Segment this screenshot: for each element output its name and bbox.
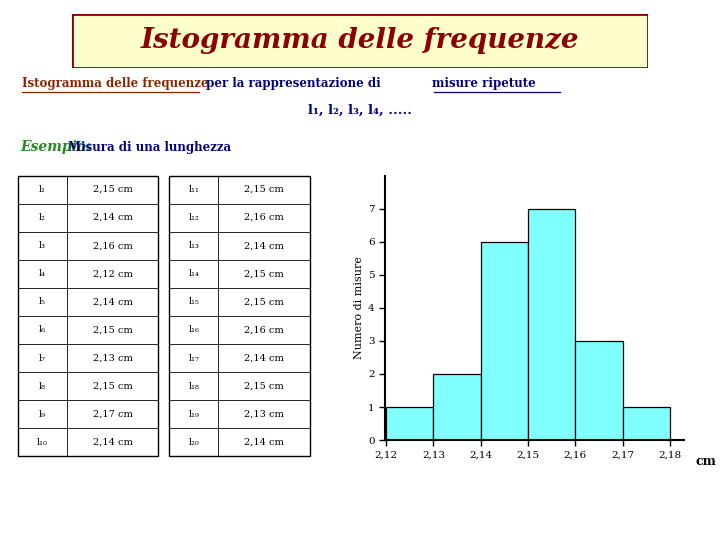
Text: 2,15 cm: 2,15 cm <box>244 185 284 194</box>
Text: l₉: l₉ <box>39 410 46 418</box>
Text: 2,13 cm: 2,13 cm <box>244 410 284 418</box>
Text: 2,14 cm: 2,14 cm <box>244 354 284 362</box>
Text: 2,16 cm: 2,16 cm <box>244 213 284 222</box>
Text: misure ripetute: misure ripetute <box>432 77 536 90</box>
Text: 2,15 cm: 2,15 cm <box>93 185 132 194</box>
Text: 2,14 cm: 2,14 cm <box>244 241 284 250</box>
Text: l₅: l₅ <box>39 298 46 306</box>
Text: 2,14 cm: 2,14 cm <box>93 438 132 447</box>
Text: l₁, l₂, l₃, l₄, .....: l₁, l₂, l₃, l₄, ..... <box>308 104 412 117</box>
Text: 2,12 cm: 2,12 cm <box>93 269 132 278</box>
Text: Misura di una lunghezza: Misura di una lunghezza <box>68 140 231 154</box>
Text: l₆: l₆ <box>39 326 46 334</box>
Text: Istogramma delle frequenze: Istogramma delle frequenze <box>22 77 209 90</box>
Text: 2,15 cm: 2,15 cm <box>244 382 284 390</box>
Bar <box>623 407 670 440</box>
Bar <box>386 407 433 440</box>
Text: 2,15 cm: 2,15 cm <box>93 326 132 334</box>
Text: 2,14 cm: 2,14 cm <box>93 298 132 306</box>
Bar <box>528 208 575 440</box>
Text: 2,13 cm: 2,13 cm <box>93 354 132 362</box>
Text: 2,16 cm: 2,16 cm <box>244 326 284 334</box>
Y-axis label: Numero di misure: Numero di misure <box>354 256 364 359</box>
Text: Esempio:: Esempio: <box>20 140 96 154</box>
Text: cm: cm <box>695 455 716 468</box>
Text: l₄: l₄ <box>39 269 46 278</box>
Text: 2,15 cm: 2,15 cm <box>244 269 284 278</box>
Text: l₁₃: l₁₃ <box>189 241 199 250</box>
Text: 2,16 cm: 2,16 cm <box>93 241 132 250</box>
Text: per la rappresentazione di: per la rappresentazione di <box>202 77 384 90</box>
Text: Istogramma delle frequenze: Istogramma delle frequenze <box>140 27 580 54</box>
Text: l₁₂: l₁₂ <box>189 213 199 222</box>
Text: l₁₆: l₁₆ <box>188 326 199 334</box>
Text: l₇: l₇ <box>39 354 46 362</box>
Text: l₁: l₁ <box>39 185 46 194</box>
Text: 2,15 cm: 2,15 cm <box>244 298 284 306</box>
Bar <box>433 374 481 440</box>
Text: 2,14 cm: 2,14 cm <box>244 438 284 447</box>
Text: l₁₀: l₁₀ <box>37 438 48 447</box>
FancyBboxPatch shape <box>72 14 648 68</box>
Text: l₂: l₂ <box>39 213 46 222</box>
Text: 2,15 cm: 2,15 cm <box>93 382 132 390</box>
Text: l₁₈: l₁₈ <box>189 382 199 390</box>
Text: l₁₉: l₁₉ <box>189 410 199 418</box>
Bar <box>575 341 623 440</box>
Bar <box>481 241 528 440</box>
Text: l₁₄: l₁₄ <box>189 269 199 278</box>
Text: l₁₅: l₁₅ <box>189 298 199 306</box>
Text: l₁₇: l₁₇ <box>189 354 199 362</box>
Text: l₈: l₈ <box>39 382 46 390</box>
Text: l₂₀: l₂₀ <box>189 438 199 447</box>
Text: l₁₁: l₁₁ <box>189 185 199 194</box>
Text: l₃: l₃ <box>39 241 46 250</box>
Text: 2,17 cm: 2,17 cm <box>93 410 132 418</box>
Text: 2,14 cm: 2,14 cm <box>93 213 132 222</box>
